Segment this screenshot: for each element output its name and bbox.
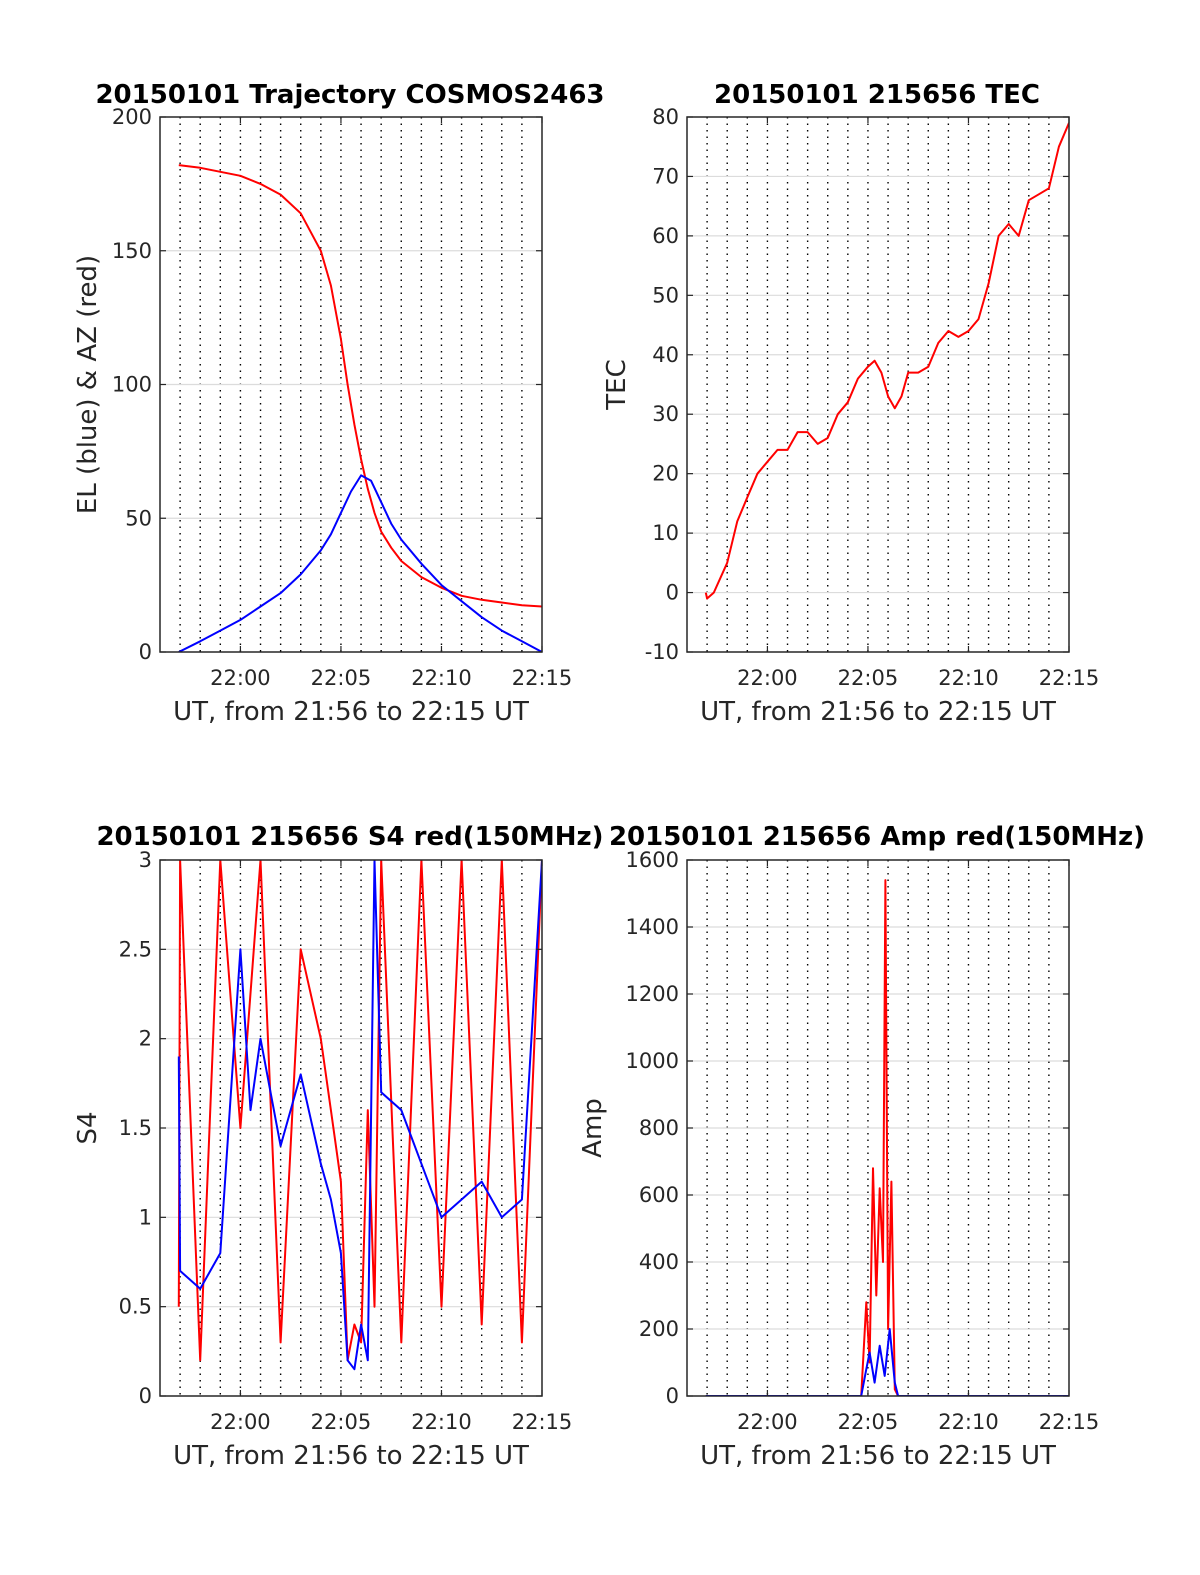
series-line-blue xyxy=(705,1328,1069,1396)
series-line-red xyxy=(177,860,542,1362)
xtick-label: 22:05 xyxy=(838,666,899,690)
series-line-blue xyxy=(178,474,542,652)
ytick-label: 1400 xyxy=(626,915,679,939)
series-line-blue xyxy=(177,860,542,1371)
xtick-label: 22:10 xyxy=(411,666,472,690)
ytick-label: 3 xyxy=(139,848,152,872)
ytick-label: 50 xyxy=(125,506,152,530)
ytick-label: 30 xyxy=(652,402,679,426)
yticks-trajectory: 0 50 100 150 200 xyxy=(112,105,542,664)
panel-amp: 20150101 215656 Amp red(150MHz) 0 200 400 6… xyxy=(578,822,1145,1471)
ytick-label: 0 xyxy=(666,581,679,605)
ytick-label: 2 xyxy=(139,1027,152,1051)
ytick-label: 70 xyxy=(652,164,679,188)
series-s4 xyxy=(177,860,542,1371)
xtick-label: 22:15 xyxy=(512,1410,573,1434)
series-line-red xyxy=(178,164,542,608)
ytick-label: 400 xyxy=(639,1250,679,1274)
yticks-s4: 0 0.5 1 1.5 2 2.5 3 xyxy=(119,848,542,1408)
xtick-label: 22:05 xyxy=(838,1410,899,1434)
ytick-label: 100 xyxy=(112,373,152,397)
ytick-label: 200 xyxy=(112,105,152,129)
grid-tec xyxy=(687,117,1069,652)
grid-trajectory xyxy=(160,117,542,652)
yticks-tec: -10 0 10 20 30 40 50 60 70 80 xyxy=(645,105,1069,664)
ytick-label: 40 xyxy=(652,343,679,367)
xtick-label: 22:00 xyxy=(737,666,798,690)
xtick-label: 22:10 xyxy=(938,1410,999,1434)
title-s4: 20150101 215656 S4 red(150MHz) xyxy=(96,822,603,852)
ylabel-s4: S4 xyxy=(73,1111,103,1144)
ytick-label: 2.5 xyxy=(119,937,152,961)
xtick-label: 22:15 xyxy=(512,666,573,690)
series-amp xyxy=(705,879,1069,1396)
ytick-label: 60 xyxy=(652,224,679,248)
ytick-label: 1000 xyxy=(626,1049,679,1073)
panel-trajectory: 20150101 Trajectory COSMOS2463 0 50 100 150… xyxy=(73,80,605,727)
ytick-label: 10 xyxy=(652,521,679,545)
ytick-label: 200 xyxy=(639,1317,679,1341)
ytick-label: 1 xyxy=(139,1205,152,1229)
title-trajectory: 20150101 Trajectory COSMOS2463 xyxy=(95,80,604,110)
series-line-red xyxy=(704,122,1069,600)
xtick-label: 22:00 xyxy=(210,666,271,690)
series-tec xyxy=(704,122,1069,600)
xticks-s4: 22:00 22:05 22:10 22:15 xyxy=(210,860,572,1434)
ytick-label: 0 xyxy=(139,1384,152,1408)
ytick-label: 1.5 xyxy=(119,1116,152,1140)
ytick-label: 0.5 xyxy=(119,1295,152,1319)
xlabel-amp: UT, from 21:56 to 22:15 UT xyxy=(700,1441,1056,1471)
yticks-amp: 0 200 400 600 800 1000 1200 1400 1600 xyxy=(626,848,1069,1408)
ylabel-amp: Amp xyxy=(578,1098,608,1158)
xticks-tec: 22:00 22:05 22:10 22:15 xyxy=(737,117,1099,690)
ytick-label: 80 xyxy=(652,105,679,129)
ylabel-tec: TEC xyxy=(602,359,632,410)
series-line-red xyxy=(705,879,1069,1396)
xlabel-tec: UT, from 21:56 to 22:15 UT xyxy=(700,697,1056,727)
grid-amp xyxy=(687,860,1069,1396)
ytick-label: 1600 xyxy=(626,848,679,872)
ytick-label: -10 xyxy=(645,640,679,664)
xtick-label: 22:10 xyxy=(938,666,999,690)
xtick-label: 22:15 xyxy=(1039,1410,1100,1434)
ytick-label: 800 xyxy=(639,1116,679,1140)
xtick-label: 22:05 xyxy=(311,666,372,690)
ylabel-trajectory: EL (blue) & AZ (red) xyxy=(73,255,103,514)
ytick-label: 1200 xyxy=(626,982,679,1006)
xtick-label: 22:10 xyxy=(411,1410,472,1434)
xticks-amp: 22:00 22:05 22:10 22:15 xyxy=(737,860,1099,1434)
ytick-label: 50 xyxy=(652,283,679,307)
xlabel-s4: UT, from 21:56 to 22:15 UT xyxy=(173,1441,529,1471)
panel-tec: 20150101 215656 TEC -10 0 10 20 30 40 50 60 70 80… xyxy=(602,80,1099,727)
xtick-label: 22:00 xyxy=(737,1410,798,1434)
ytick-label: 0 xyxy=(666,1384,679,1408)
ytick-label: 600 xyxy=(639,1183,679,1207)
title-amp: 20150101 215656 Amp red(150MHz) xyxy=(609,822,1145,852)
ytick-label: 150 xyxy=(112,239,152,263)
series-trajectory xyxy=(178,164,542,652)
ytick-label: 0 xyxy=(139,640,152,664)
axes-frame-tec xyxy=(686,116,1070,653)
xlabel-trajectory: UT, from 21:56 to 22:15 UT xyxy=(173,697,529,727)
title-tec: 20150101 215656 TEC xyxy=(714,80,1040,110)
xtick-label: 22:00 xyxy=(210,1410,271,1434)
xtick-label: 22:05 xyxy=(311,1410,372,1434)
xticks-trajectory: 22:00 22:05 22:10 22:15 xyxy=(210,117,572,690)
xtick-label: 22:15 xyxy=(1039,666,1100,690)
ytick-label: 20 xyxy=(652,462,679,486)
panel-s4: 20150101 215656 S4 red(150MHz) 0 0.5 1 1.5 2… xyxy=(73,822,604,1471)
